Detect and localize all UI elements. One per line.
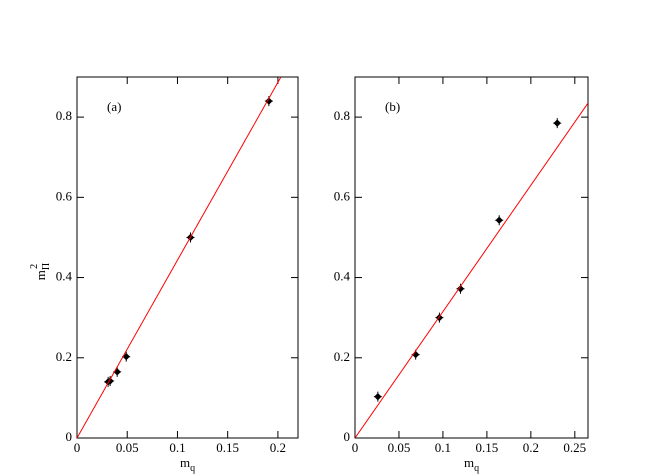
y-tick-label: 0.6 <box>334 188 351 203</box>
label-sub: q <box>190 463 195 474</box>
plot-frame <box>354 76 589 439</box>
axis-label: mq <box>464 455 479 474</box>
x-tick-label: 0.15 <box>216 440 239 455</box>
x-tick-label: 0 <box>74 440 81 455</box>
data-point <box>435 312 444 323</box>
y-tick-label: 0.2 <box>56 349 72 364</box>
data-point <box>106 376 115 387</box>
label-sup: 2 <box>29 264 40 269</box>
label-base: m <box>180 455 190 470</box>
y-tick-label: 0.8 <box>334 108 350 123</box>
y-tick-label: 0 <box>344 429 351 444</box>
fit-line <box>355 102 588 438</box>
data-point <box>553 118 562 129</box>
panel-label: (a) <box>107 99 121 114</box>
x-tick-label: 0.2 <box>523 440 539 455</box>
x-tick-label: 0.25 <box>563 440 586 455</box>
panel-label: (b) <box>385 99 400 114</box>
data-point <box>495 215 504 226</box>
x-tick-label: 0.05 <box>116 440 139 455</box>
x-tick-label: 0.1 <box>435 440 451 455</box>
label-base: m <box>33 270 48 280</box>
x-tick-label: 0.2 <box>270 440 286 455</box>
axis-label: mΠ2 <box>29 263 52 280</box>
y-tick-label: 0.8 <box>56 108 72 123</box>
data-point <box>456 283 465 294</box>
plot-frame <box>76 76 299 439</box>
axis-label: mq <box>180 455 195 474</box>
fit-line <box>77 77 282 438</box>
y-tick-label: 0.2 <box>334 349 350 364</box>
x-tick-label: 0 <box>352 440 359 455</box>
label-base: m <box>464 455 474 470</box>
x-tick-label: 0.1 <box>169 440 185 455</box>
data-point <box>373 391 382 402</box>
y-tick-label: 0.4 <box>56 269 73 284</box>
label-sub: Π <box>41 263 52 270</box>
y-tick-label: 0.4 <box>334 269 351 284</box>
x-tick-label: 0.15 <box>476 440 499 455</box>
y-tick-label: 0 <box>66 429 73 444</box>
x-tick-label: 0.05 <box>388 440 411 455</box>
label-sub: q <box>474 463 479 474</box>
y-tick-label: 0.6 <box>56 188 73 203</box>
